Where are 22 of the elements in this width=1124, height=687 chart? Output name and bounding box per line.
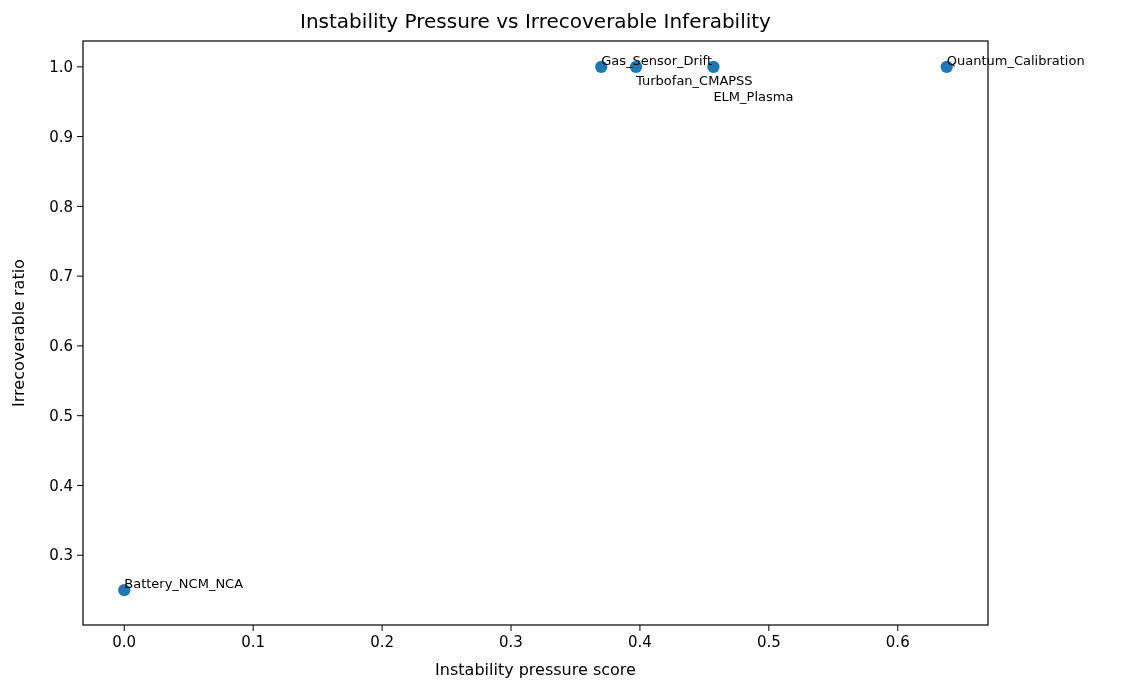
annotation: Turbofan_CMAPSS xyxy=(635,72,753,88)
x-tick-label: 0.1 xyxy=(241,633,266,651)
annotation: ELM_Plasma xyxy=(713,88,794,104)
y-axis-title: Irrecoverable ratio xyxy=(9,259,28,407)
y-tick-label: 0.6 xyxy=(49,337,73,356)
y-tick-label: 0.3 xyxy=(49,546,73,565)
x-tick-label: 0.4 xyxy=(627,633,652,651)
x-axis-title: Instability pressure score xyxy=(435,660,636,679)
x-tick-label: 0.6 xyxy=(885,633,910,651)
x-tick-label: 0.0 xyxy=(112,633,137,651)
chart-title: Instability Pressure vs Irrecoverable Inferability xyxy=(300,9,772,33)
x-tick-label: 0.3 xyxy=(499,633,523,651)
x-tick-label: 0.5 xyxy=(756,633,781,651)
y-tick-label: 0.7 xyxy=(49,267,73,286)
y-tick-label: 1.0 xyxy=(49,58,73,77)
y-tick-label: 0.9 xyxy=(49,127,73,146)
annotation: Gas_Sensor_Drift xyxy=(601,52,713,68)
y-tick-label: 0.5 xyxy=(49,406,73,425)
annotation: Battery_NCM_NCA xyxy=(124,576,244,592)
y-tick-label: 0.8 xyxy=(49,197,73,216)
x-tick-label: 0.2 xyxy=(370,633,395,651)
y-tick-label: 0.4 xyxy=(49,476,73,495)
